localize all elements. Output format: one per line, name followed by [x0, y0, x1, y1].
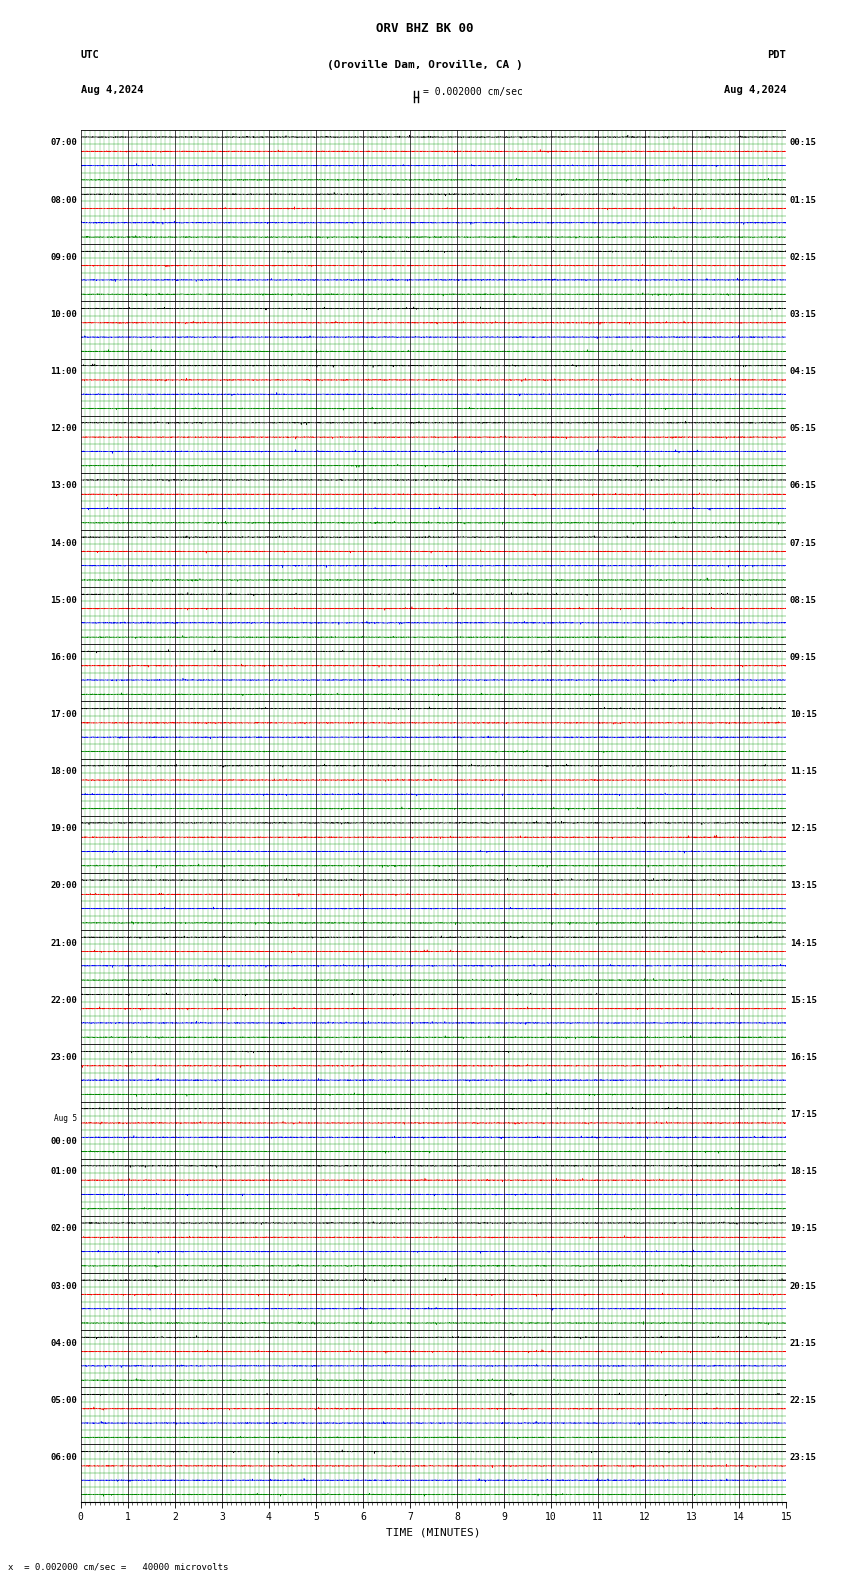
Text: 21:15: 21:15: [790, 1338, 817, 1348]
Text: 11:00: 11:00: [50, 367, 77, 375]
Text: 10:00: 10:00: [50, 310, 77, 318]
Text: 23:00: 23:00: [50, 1053, 77, 1061]
Text: 08:15: 08:15: [790, 596, 817, 605]
Text: 13:15: 13:15: [790, 881, 817, 890]
X-axis label: TIME (MINUTES): TIME (MINUTES): [386, 1527, 481, 1538]
Text: 03:00: 03:00: [50, 1281, 77, 1291]
Text: 04:15: 04:15: [790, 367, 817, 375]
Text: 06:15: 06:15: [790, 482, 817, 491]
Text: (Oroville Dam, Oroville, CA ): (Oroville Dam, Oroville, CA ): [327, 60, 523, 70]
Text: 02:15: 02:15: [790, 253, 817, 261]
Text: 03:15: 03:15: [790, 310, 817, 318]
Text: 15:00: 15:00: [50, 596, 77, 605]
Text: 09:00: 09:00: [50, 253, 77, 261]
Text: 18:00: 18:00: [50, 767, 77, 776]
Text: 01:15: 01:15: [790, 195, 817, 204]
Text: 21:00: 21:00: [50, 939, 77, 947]
Text: x  = 0.002000 cm/sec =   40000 microvolts: x = 0.002000 cm/sec = 40000 microvolts: [8, 1562, 229, 1571]
Text: UTC: UTC: [81, 51, 99, 60]
Text: 07:15: 07:15: [790, 539, 817, 548]
Text: = 0.002000 cm/sec: = 0.002000 cm/sec: [423, 87, 523, 97]
Text: 01:00: 01:00: [50, 1167, 77, 1177]
Text: 16:00: 16:00: [50, 653, 77, 662]
Text: 08:00: 08:00: [50, 195, 77, 204]
Text: 13:00: 13:00: [50, 482, 77, 491]
Text: 17:00: 17:00: [50, 710, 77, 719]
Text: 00:00: 00:00: [50, 1137, 77, 1147]
Text: 19:15: 19:15: [790, 1224, 817, 1234]
Text: 16:15: 16:15: [790, 1053, 817, 1061]
Text: PDT: PDT: [768, 51, 786, 60]
Text: 09:15: 09:15: [790, 653, 817, 662]
Text: 17:15: 17:15: [790, 1110, 817, 1120]
Text: Aug 5: Aug 5: [54, 1114, 77, 1123]
Text: 10:15: 10:15: [790, 710, 817, 719]
Text: 11:15: 11:15: [790, 767, 817, 776]
Text: 14:15: 14:15: [790, 939, 817, 947]
Text: 12:00: 12:00: [50, 425, 77, 434]
Text: 05:15: 05:15: [790, 425, 817, 434]
Text: Aug 4,2024: Aug 4,2024: [723, 86, 786, 95]
Text: 20:00: 20:00: [50, 881, 77, 890]
Text: 04:00: 04:00: [50, 1338, 77, 1348]
Text: 00:15: 00:15: [790, 138, 817, 147]
Text: 18:15: 18:15: [790, 1167, 817, 1177]
Text: 07:00: 07:00: [50, 138, 77, 147]
Text: 22:00: 22:00: [50, 996, 77, 1004]
Text: 06:00: 06:00: [50, 1453, 77, 1462]
Text: 14:00: 14:00: [50, 539, 77, 548]
Text: 23:15: 23:15: [790, 1453, 817, 1462]
Text: 05:00: 05:00: [50, 1396, 77, 1405]
Text: ORV BHZ BK 00: ORV BHZ BK 00: [377, 22, 473, 35]
Text: 22:15: 22:15: [790, 1396, 817, 1405]
Text: 12:15: 12:15: [790, 824, 817, 833]
Text: Aug 4,2024: Aug 4,2024: [81, 86, 144, 95]
Text: 15:15: 15:15: [790, 996, 817, 1004]
Text: 02:00: 02:00: [50, 1224, 77, 1234]
Text: 19:00: 19:00: [50, 824, 77, 833]
Text: 20:15: 20:15: [790, 1281, 817, 1291]
